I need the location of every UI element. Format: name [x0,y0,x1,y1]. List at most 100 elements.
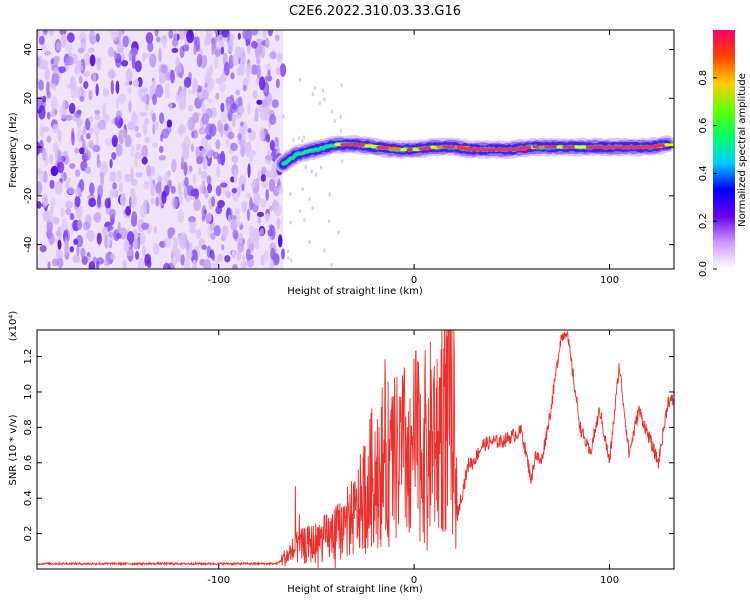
noise-blob [256,38,263,44]
noise-blob [69,212,75,221]
noise-blob [161,128,170,139]
noise-blob [159,112,165,125]
y-tick-label: 0.6 [23,455,34,471]
noise-blob [61,222,65,232]
noise-blob [240,144,246,158]
noise-blob [184,176,189,188]
noise-blob [235,221,243,227]
noise-blob [219,74,228,82]
noise-blob [130,193,137,208]
noise-blob [144,103,149,112]
noise-blob [60,155,66,162]
noise-blob [189,227,197,234]
noise-blob [271,170,276,177]
noise-blob [201,205,207,220]
noise-blob [164,171,170,184]
noise-blob [75,169,81,177]
noise-blob [107,46,115,57]
noise-blob [118,117,124,127]
noise-blob [216,166,221,178]
y-tick-label: -40 [23,236,34,252]
noise-blob [62,229,70,244]
noise-blob [111,151,117,160]
noise-blob [277,185,284,195]
noise-blob [37,181,43,195]
noise-speckle [303,217,306,222]
noise-blob [177,234,186,249]
x-tick-label: 0 [411,275,417,286]
noise-blob [171,47,179,54]
noise-blob [188,165,193,172]
noise-blob [264,213,271,220]
noise-blob [276,217,281,230]
noise-blob [125,68,133,82]
noise-blob [76,245,80,257]
snr-line [37,330,674,569]
noise-blob [142,93,150,104]
noise-blob [162,36,167,49]
noise-blob [196,53,203,68]
noise-blob [96,56,102,71]
noise-blob [51,72,60,87]
noise-blob [144,118,150,125]
noise-blob [98,119,107,131]
y-tick-label: -20 [23,188,34,204]
noise-blob [110,80,114,95]
noise-blob [250,30,259,36]
noise-blob [275,67,281,75]
noise-blob [149,53,157,68]
noise-blob [256,99,263,105]
noise-speckle [330,109,334,114]
noise-speckle [339,128,343,133]
noise-blob [259,44,266,59]
noise-blob [269,139,275,151]
noise-speckle [314,172,318,177]
noise-blob [68,102,76,115]
noise-blob [152,142,158,148]
noise-blob [50,96,58,112]
noise-blob [49,179,55,189]
noise-blob [255,57,261,65]
noise-blob [50,110,56,118]
noise-blob [206,85,212,95]
noise-blob [201,100,206,116]
noise-blob [242,254,246,261]
noise-blob [163,237,172,248]
noise-blob [74,187,82,197]
noise-blob [130,216,138,227]
colorbar-label: Normalized spectral amplitude [737,73,748,227]
noise-blob [65,208,72,216]
noise-blob [139,111,148,117]
noise-blob [80,134,84,142]
noise-blob [209,222,216,231]
noise-blob [265,133,271,143]
noise-blob [207,149,212,159]
noise-blob [206,67,214,76]
noise-blob [257,104,264,113]
noise-blob [61,33,67,48]
noise-blob [170,185,176,194]
noise-blob [92,256,98,264]
noise-blob [216,34,224,44]
noise-blob [67,186,75,195]
noise-blob [57,149,62,160]
noise-blob [192,173,197,185]
noise-speckle [313,86,317,91]
noise-blob [212,259,220,269]
colorbar-bar [713,30,735,269]
noise-blob [265,154,273,161]
noise-speckle [333,119,336,124]
noise-blob [42,95,47,103]
noise-blob [102,226,109,235]
noise-blob [224,255,231,263]
noise-blob [200,170,208,180]
noise-blob [230,219,238,231]
noise-blob [190,249,198,265]
noise-blob [192,78,199,92]
noise-blob [104,198,110,209]
noise-blob [100,173,105,188]
noise-blob [264,109,270,122]
noise-blob [274,203,282,217]
noise-blob [178,123,184,138]
